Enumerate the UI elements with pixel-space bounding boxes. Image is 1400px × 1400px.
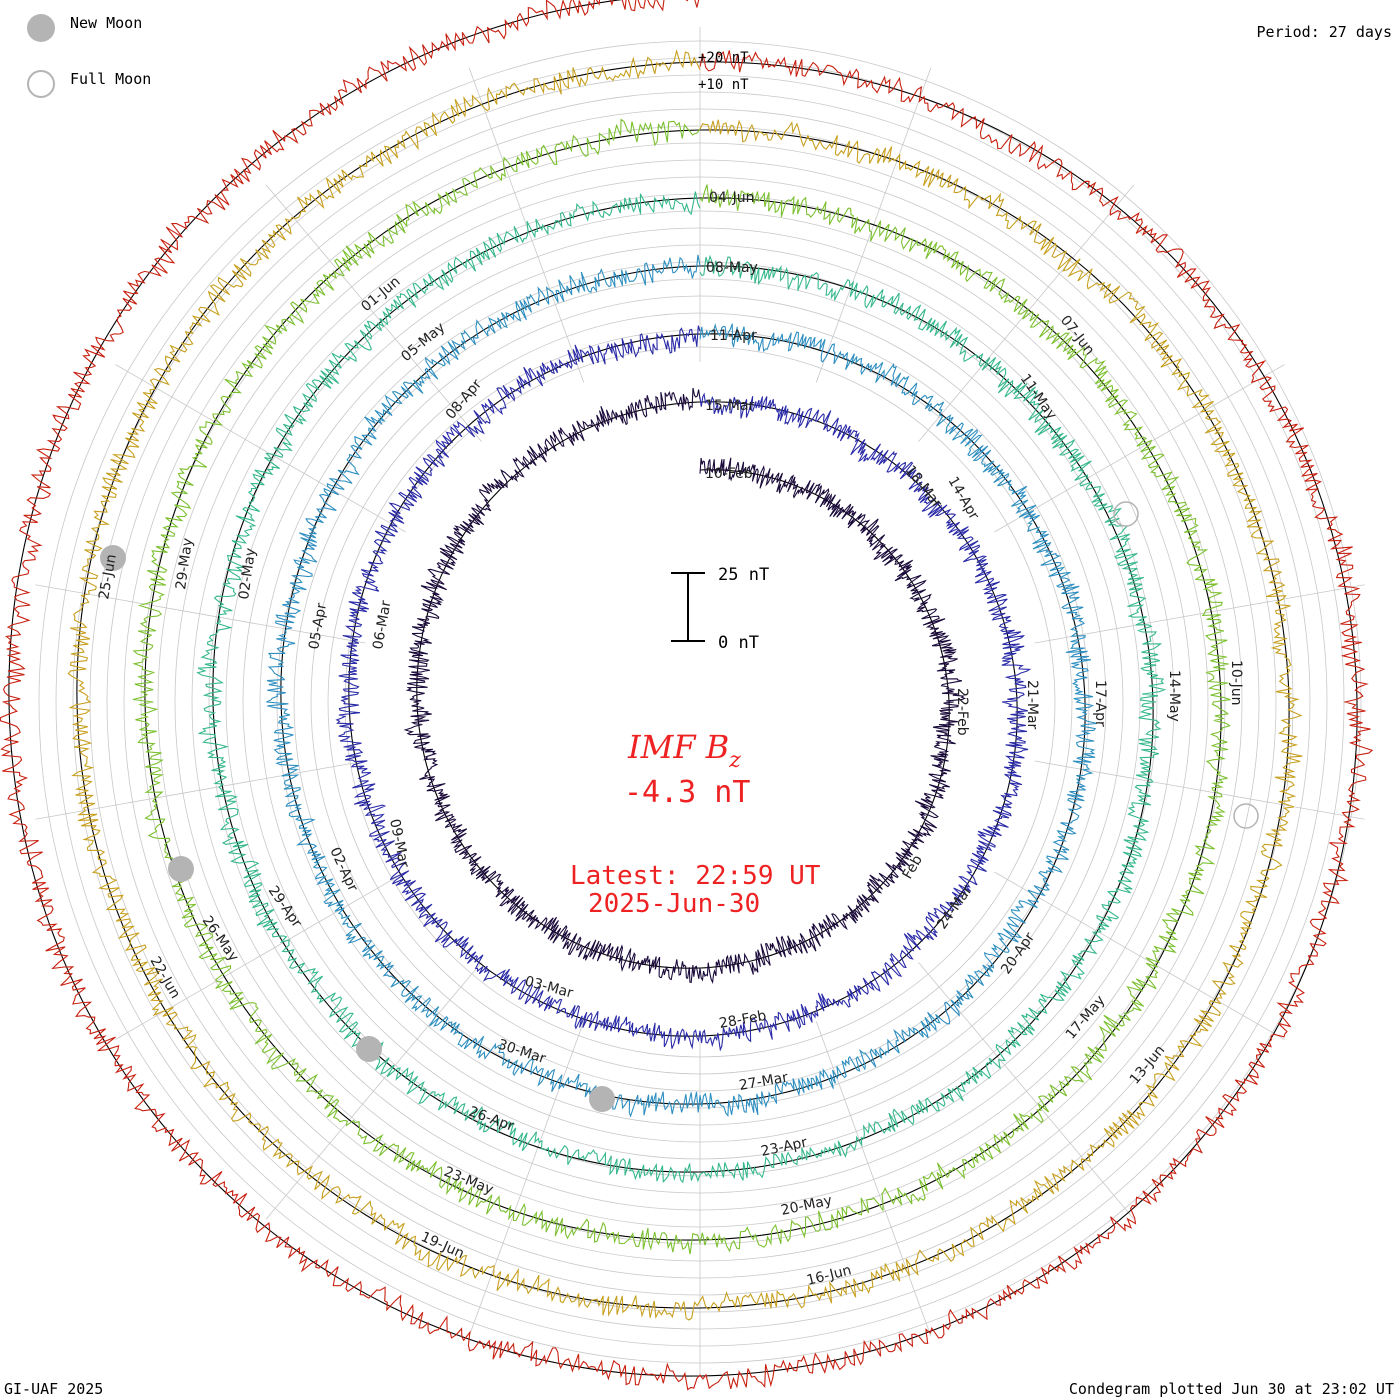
ring-label-10: +10 nT [698, 77, 749, 93]
date-label: 18-Mar [902, 463, 945, 512]
chart-title: IMF Bz [627, 728, 741, 773]
baseline-spiral [76, 61, 1290, 1309]
new-moon-marker [589, 1086, 615, 1112]
ring-labels: +20 nT +10 nT [698, 50, 749, 93]
full-moon-swatch [27, 70, 55, 98]
date-label: 25-Jun [96, 553, 120, 601]
date-label: 19-Jun [418, 1229, 466, 1262]
date-label: 08-May [706, 260, 758, 276]
date-label: 10-Feb [705, 466, 753, 482]
grid-ring [276, 278, 1124, 1126]
data-series-group [0, 0, 1374, 1391]
grid-spoke [1034, 760, 1365, 820]
period-label: Period: 27 days [1256, 23, 1392, 41]
plotted-timestamp: Condegram plotted Jun 30 at 23:02 UT [1068, 1380, 1394, 1398]
series-line-rotation-7 [0, 0, 1374, 1391]
center-readout: IMF Bz -4.3 nT Latest: 22:59 UT 2025-Jun… [570, 728, 821, 919]
grid-spoke [994, 364, 1285, 533]
baseline-spiral [280, 265, 1086, 1105]
date-label: 02-May [236, 547, 259, 601]
credit-label: GI-UAF 2025 [4, 1380, 104, 1398]
date-label: 29-May [173, 537, 196, 591]
series-line-rotation-5 [132, 118, 1231, 1255]
date-label: 13-Jun [1127, 1042, 1169, 1087]
date-label: 14-May [1166, 670, 1182, 722]
date-label: 23-Apr [760, 1134, 809, 1159]
date-label: 05-Apr [306, 602, 330, 651]
baseline-spiral [144, 129, 1222, 1241]
scale-bottom-label: 0 nT [718, 633, 759, 653]
grid-spoke [35, 584, 366, 644]
grid-spoke [468, 1021, 585, 1337]
series-line-rotation-3 [266, 254, 1097, 1118]
date-label: 17-Apr [1092, 680, 1108, 727]
series-line-rotation-1 [403, 387, 967, 984]
new-moon-swatch [27, 14, 55, 42]
new-moon-marker [356, 1036, 382, 1062]
grid-spoke [994, 871, 1285, 1040]
date-label: 06-Mar [370, 599, 394, 651]
date-label: 11-Apr [710, 328, 757, 344]
date-label: 21-Mar [1024, 680, 1040, 730]
moon-markers [100, 501, 1259, 1112]
grid-spoke [265, 184, 482, 442]
grid-spoke [35, 760, 366, 820]
date-label: 10-Jun [1228, 660, 1244, 706]
latest-time: Latest: 22:59 UT [570, 861, 821, 891]
ring-label-20: +20 nT [698, 50, 749, 66]
new-moon-marker [168, 856, 194, 882]
date-label: 29-Apr [265, 883, 305, 931]
latest-date: 2025-Jun-30 [588, 889, 760, 919]
full-moon-legend-label: Full Moon [70, 70, 152, 88]
date-label: 14-Apr [945, 474, 982, 523]
series-line-rotation-6 [67, 48, 1303, 1321]
new-moon-marker [100, 545, 126, 571]
full-moon-marker [1113, 501, 1139, 527]
date-label: 15-Mar [705, 398, 755, 414]
new-moon-legend-label: New Moon [70, 14, 143, 32]
grid-spoke [468, 67, 585, 383]
grid-spoke [115, 364, 406, 533]
date-label: 17-May [1063, 993, 1109, 1043]
full-moon-marker [1233, 803, 1259, 829]
scale-bar: 25 nT 0 nT [671, 565, 769, 653]
date-label: 22-Feb [954, 688, 970, 736]
date-label: 20-May [780, 1192, 834, 1218]
date-label: 24-Mar [934, 883, 976, 933]
current-value: -4.3 nT [624, 775, 750, 810]
scale-top-label: 25 nT [718, 565, 769, 585]
date-label: 05-May [398, 320, 448, 366]
grid-spoke [1034, 584, 1365, 644]
series-line-rotation-2 [335, 325, 1032, 1052]
series-line-rotation-4 [196, 191, 1167, 1184]
date-label: 04-Jun [709, 190, 755, 206]
grid-spoke [265, 962, 482, 1220]
